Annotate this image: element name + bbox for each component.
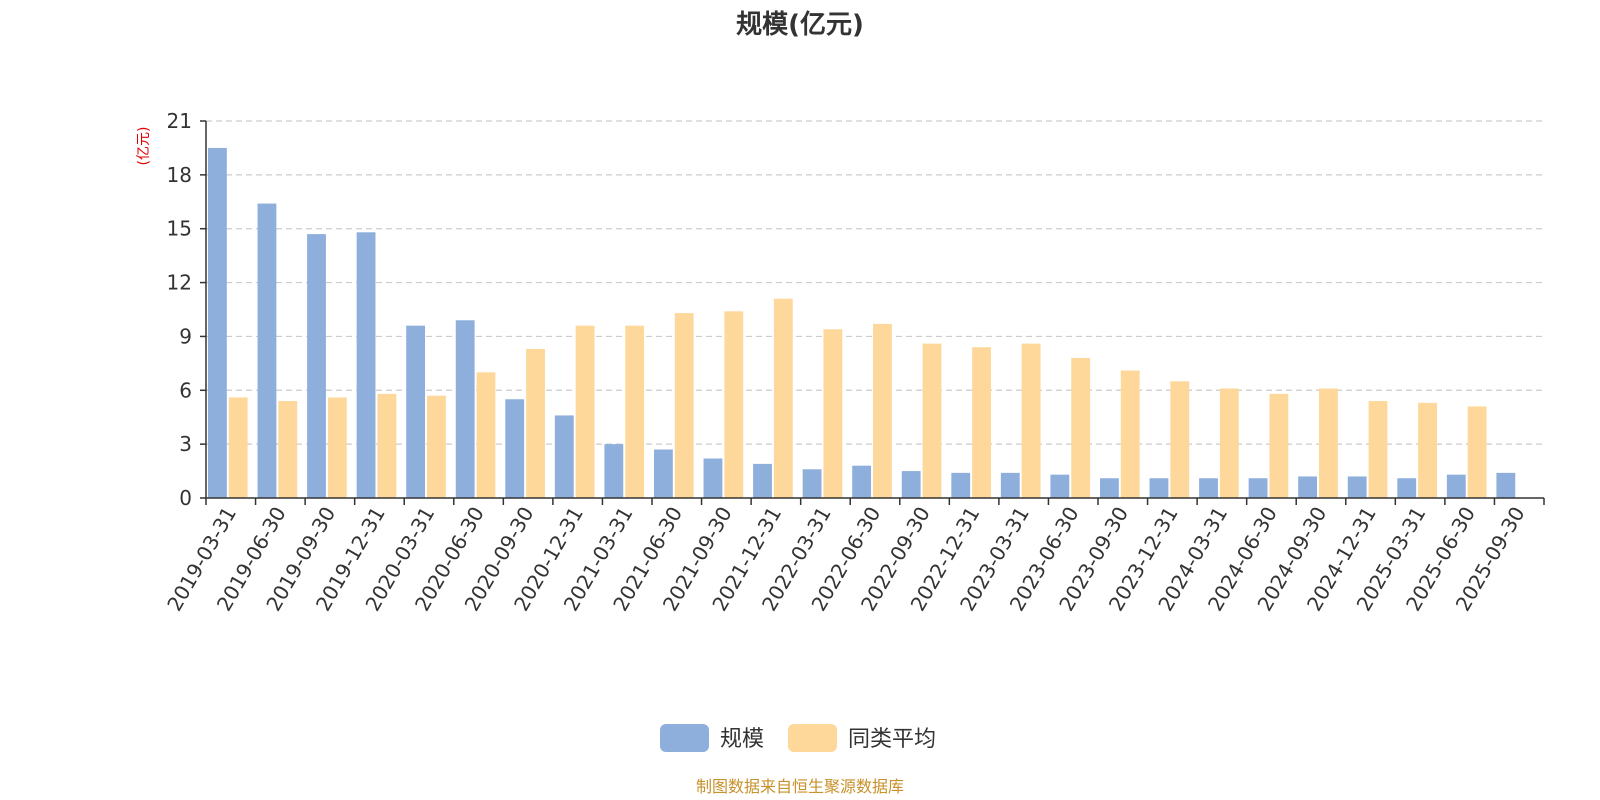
bar-peer-average-2020-12-31 bbox=[575, 325, 595, 498]
y-tick-label: 21 bbox=[167, 109, 192, 133]
y-tick-label: 15 bbox=[167, 217, 192, 241]
y-tick-label: 0 bbox=[179, 486, 192, 510]
bar-scale-2020-03-31 bbox=[406, 325, 426, 498]
bar-peer-average-2023-12-31 bbox=[1170, 381, 1190, 498]
bar-scale-2024-09-30 bbox=[1298, 476, 1318, 498]
bar-scale-2022-06-30 bbox=[852, 465, 872, 498]
bar-scale-2021-06-30 bbox=[653, 449, 673, 498]
bar-peer-average-2021-09-30 bbox=[724, 311, 744, 498]
legend-label-scale[interactable]: 规模 bbox=[720, 727, 764, 752]
bar-peer-average-2024-12-31 bbox=[1368, 401, 1388, 498]
bar-scale-2023-06-30 bbox=[1050, 474, 1070, 498]
bar-peer-average-2022-12-31 bbox=[972, 347, 991, 498]
legend-item-peer-average[interactable]: 同类平均 bbox=[788, 724, 936, 752]
bar-scale-2023-12-31 bbox=[1149, 478, 1169, 498]
bar-peer-average-2020-06-30 bbox=[476, 372, 496, 498]
y-axis-unit-label: (亿元) bbox=[136, 127, 152, 166]
legend[interactable]: 规模 同类平均 bbox=[660, 724, 936, 752]
bar-peer-average-2024-06-30 bbox=[1269, 393, 1289, 498]
bar-peer-average-2025-03-31 bbox=[1418, 402, 1437, 498]
bar-scale-2020-06-30 bbox=[455, 320, 475, 498]
bar-scale-2021-03-31 bbox=[604, 444, 624, 498]
bar-scale-2019-06-30 bbox=[257, 203, 277, 499]
y-tick-label: 12 bbox=[167, 271, 192, 295]
legend-swatch-scale[interactable] bbox=[660, 724, 709, 752]
bar-peer-average-2023-06-30 bbox=[1071, 357, 1091, 498]
bar-peer-average-2024-09-30 bbox=[1319, 388, 1338, 498]
chart-title: 规模(亿元) bbox=[736, 10, 864, 40]
bar-peer-average-2023-03-31 bbox=[1021, 343, 1041, 498]
bar-scale-2019-03-31 bbox=[207, 147, 227, 498]
bar-scale-2025-06-30 bbox=[1446, 474, 1466, 498]
bar-peer-average-2021-12-31 bbox=[773, 298, 793, 498]
legend-swatch-peer-average[interactable] bbox=[788, 724, 837, 752]
bar-scale-2020-12-31 bbox=[554, 415, 574, 498]
bar-scale-2025-03-31 bbox=[1397, 478, 1417, 498]
bar-scale-2024-06-30 bbox=[1248, 478, 1268, 498]
bar-peer-average-2020-03-31 bbox=[427, 395, 446, 498]
bar-peer-average-2024-03-31 bbox=[1219, 388, 1239, 498]
y-tick-label: 3 bbox=[179, 432, 192, 456]
bar-peer-average-2020-09-30 bbox=[526, 348, 545, 498]
bar-peer-average-2022-09-30 bbox=[922, 343, 942, 498]
bar-scale-2025-09-30 bbox=[1496, 472, 1516, 498]
bar-peer-average-2019-03-31 bbox=[228, 397, 248, 498]
bar-peer-average-2019-06-30 bbox=[278, 401, 298, 498]
legend-item-scale[interactable]: 规模 bbox=[660, 724, 764, 752]
bar-peer-average-2025-06-30 bbox=[1467, 406, 1487, 498]
bar-scale-2019-12-31 bbox=[356, 232, 376, 499]
bar-peer-average-2022-03-31 bbox=[823, 329, 843, 498]
data-source-note: 制图数据来自恒生聚源数据库 bbox=[696, 777, 904, 796]
y-tick-label: 9 bbox=[179, 324, 192, 348]
bar-peer-average-2019-09-30 bbox=[327, 397, 347, 498]
y-tick-label: 18 bbox=[167, 163, 192, 187]
bar-scale-2023-03-31 bbox=[1000, 472, 1020, 498]
bar-scale-2024-03-31 bbox=[1199, 478, 1218, 498]
bar-scale-2022-09-30 bbox=[901, 471, 921, 498]
bar-scale-2023-09-30 bbox=[1099, 478, 1119, 498]
y-tick-label: 6 bbox=[179, 378, 192, 402]
bars bbox=[207, 147, 1516, 499]
bar-scale-2022-03-31 bbox=[802, 469, 822, 498]
bar-scale-2019-09-30 bbox=[307, 234, 326, 498]
bar-scale-2021-09-30 bbox=[703, 458, 723, 498]
legend-label-peer-average[interactable]: 同类平均 bbox=[848, 727, 936, 752]
bar-scale-2022-12-31 bbox=[951, 472, 971, 498]
bar-scale-2021-12-31 bbox=[753, 463, 772, 498]
bar-scale-2024-12-31 bbox=[1347, 476, 1367, 498]
bar-peer-average-2021-06-30 bbox=[674, 313, 694, 498]
bar-scale-2020-09-30 bbox=[505, 399, 525, 498]
bar-peer-average-2021-03-31 bbox=[625, 325, 645, 498]
bar-peer-average-2019-12-31 bbox=[377, 393, 397, 498]
bar-peer-average-2022-06-30 bbox=[873, 323, 892, 498]
bar-peer-average-2023-09-30 bbox=[1120, 370, 1140, 498]
